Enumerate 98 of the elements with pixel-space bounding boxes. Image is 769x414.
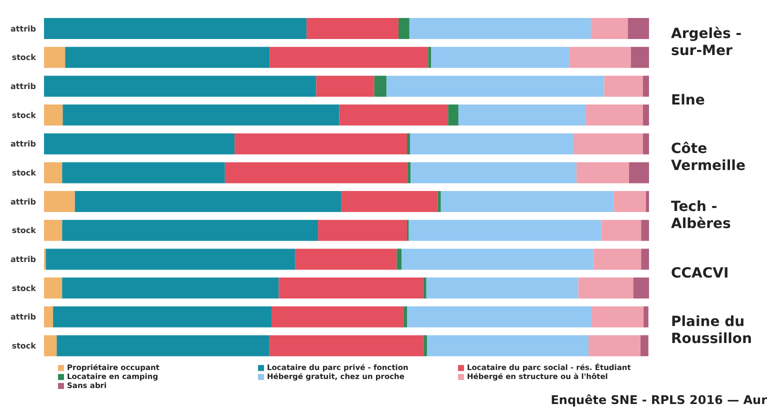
bar (46, 248, 296, 270)
bar (409, 18, 591, 40)
bar (410, 162, 576, 184)
bar (44, 191, 75, 212)
bar (402, 248, 594, 270)
bar (438, 191, 441, 212)
text: CCACVI (671, 265, 730, 282)
text: Côte Vermeille (671, 141, 746, 176)
bar (592, 306, 644, 328)
bar (341, 191, 438, 212)
bar (44, 306, 54, 328)
y-tick-label: attrib (10, 24, 36, 34)
bar (374, 76, 386, 97)
bar (448, 104, 458, 126)
bar (44, 162, 62, 184)
y-tick-label: attrib (10, 82, 36, 91)
bar (44, 133, 235, 154)
bar (642, 76, 649, 97)
bar (44, 46, 66, 68)
bar (586, 104, 643, 126)
bar (271, 306, 404, 328)
bar (53, 306, 272, 328)
bar (426, 335, 588, 356)
bar (588, 335, 641, 356)
bar (404, 306, 407, 328)
bar (224, 162, 408, 184)
bar (574, 133, 643, 154)
y-tick-label: stock (12, 110, 37, 120)
y-tick-label: attrib (10, 197, 36, 206)
y-tick-label: attrib (10, 312, 36, 322)
bar (318, 220, 407, 241)
bar (62, 220, 318, 241)
bar (44, 278, 62, 299)
bar (62, 162, 225, 184)
bar (295, 248, 397, 270)
bar (590, 18, 628, 40)
bar (44, 220, 62, 241)
bar (646, 191, 649, 212)
bar (578, 278, 634, 299)
bar (408, 162, 411, 184)
bar (629, 162, 649, 184)
bar (428, 46, 432, 68)
bar (630, 46, 649, 68)
bar (44, 76, 316, 97)
bar (641, 248, 649, 270)
y-tick-label: stock (12, 53, 37, 62)
bar (398, 18, 410, 40)
y-tick-label: stock (12, 168, 37, 178)
bar (74, 191, 342, 212)
bar (407, 306, 592, 328)
bar (440, 191, 614, 212)
bar (270, 46, 428, 68)
bar (431, 46, 570, 68)
bar (569, 46, 631, 68)
bar (278, 278, 424, 299)
bar (65, 46, 270, 68)
text: Plaine du Roussillon (671, 314, 754, 348)
bar (410, 133, 574, 154)
bar (62, 104, 340, 126)
bar (458, 104, 586, 126)
bar (44, 104, 63, 126)
bar (44, 18, 307, 40)
text: Enquête SNE - RPLS 2016 — Aur (550, 393, 767, 407)
bar (424, 335, 427, 356)
bar (593, 248, 642, 270)
bar (644, 306, 648, 328)
bar (614, 191, 646, 212)
text: Argelès -sur-Mer (671, 26, 743, 60)
bar (44, 335, 57, 356)
bar (234, 133, 407, 154)
bar (426, 278, 578, 299)
bar (396, 248, 402, 270)
bar (306, 18, 399, 40)
bar (339, 104, 448, 126)
bar (62, 278, 279, 299)
text: Tech - Albères (671, 198, 732, 233)
y-tick-label: stock (12, 341, 37, 350)
bar (633, 278, 649, 299)
bar (604, 76, 643, 97)
bar (576, 162, 630, 184)
y-tick-label: stock (12, 226, 37, 236)
bar (386, 76, 604, 97)
bar (423, 278, 426, 299)
bar (641, 220, 649, 241)
y-tick-label: attrib (10, 140, 36, 149)
y-tick-label: attrib (10, 254, 36, 264)
text: Elne (671, 92, 706, 109)
bar (407, 133, 410, 154)
y-tick-label: stock (12, 284, 37, 293)
bar (316, 76, 374, 97)
bar (269, 335, 424, 356)
bar (601, 220, 642, 241)
bar (408, 220, 602, 241)
bar (642, 104, 649, 126)
bar (640, 335, 648, 356)
bar (642, 133, 649, 154)
bar (56, 335, 270, 356)
bar (628, 18, 649, 40)
